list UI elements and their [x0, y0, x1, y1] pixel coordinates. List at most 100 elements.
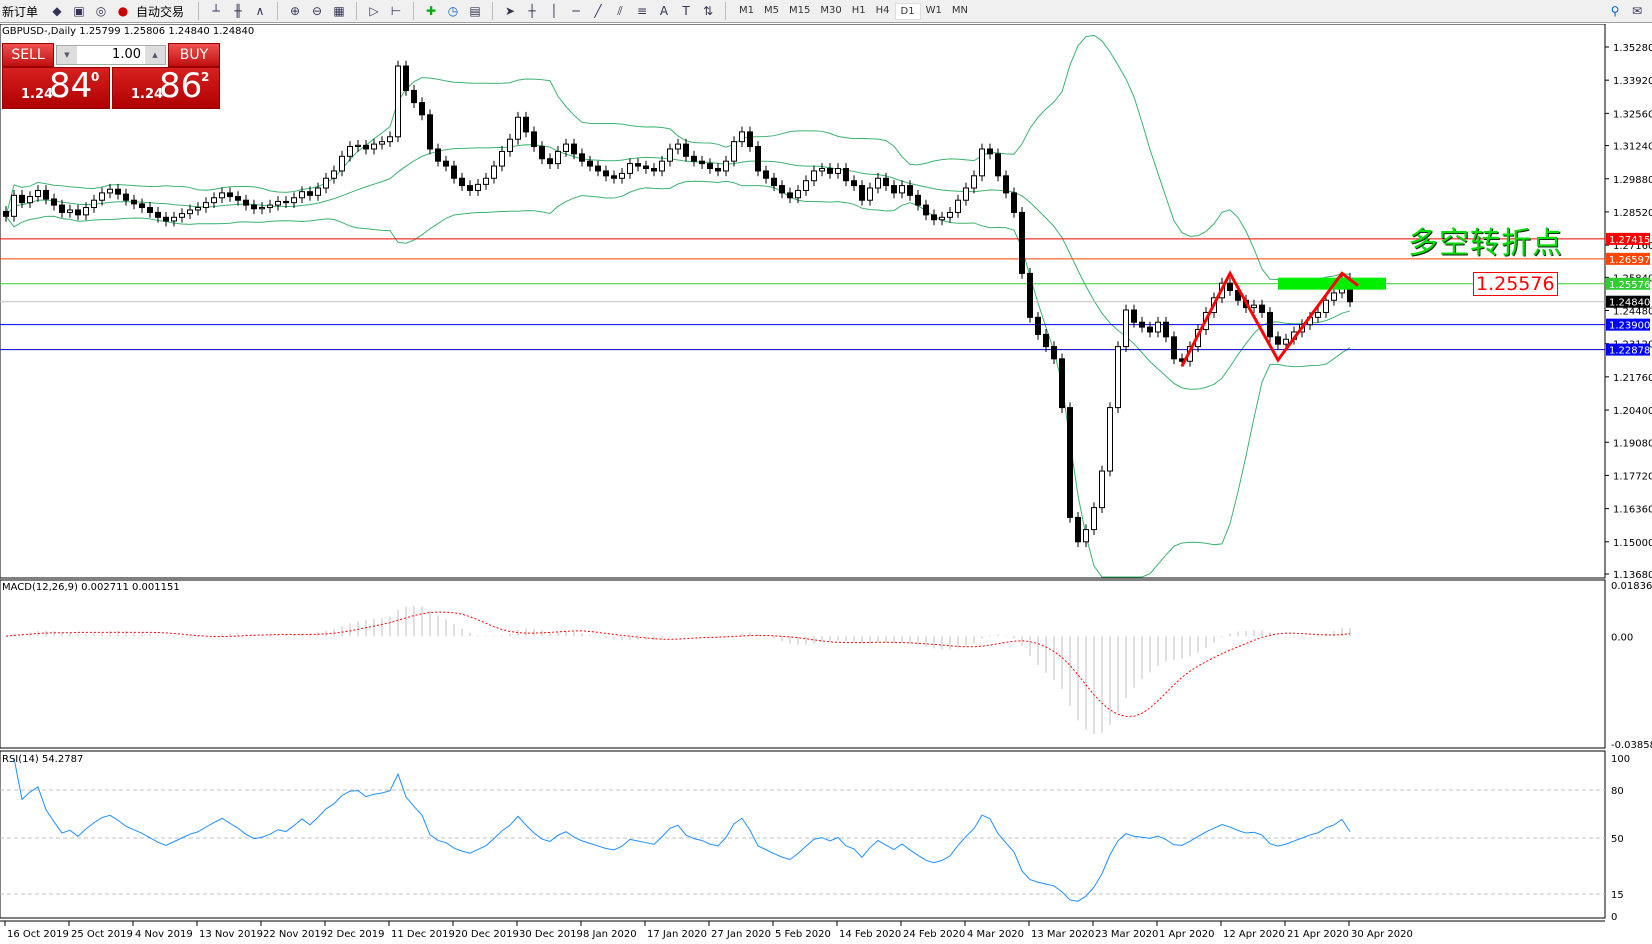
bullish-candle	[1155, 321, 1161, 333]
bearish-candle	[1011, 192, 1017, 213]
timeframe-m5[interactable]: M5	[764, 4, 780, 16]
auto-trading-button[interactable]: 自动交易	[136, 4, 185, 19]
bullish-candle	[1107, 407, 1113, 472]
terminal-icon[interactable]: ▣	[73, 4, 85, 18]
line-chart-icon[interactable]: ∧	[255, 4, 265, 18]
lot-size-stepper[interactable]: ▼ 1.00 ▲	[56, 45, 166, 65]
ask-price-pips: 86	[159, 66, 203, 106]
timeframe-h4[interactable]: H4	[875, 4, 890, 16]
ask-price[interactable]: 1.24 86 2	[112, 66, 220, 109]
periods-clock-icon[interactable]: ◷	[447, 4, 459, 18]
timeframe-m30[interactable]: M30	[820, 4, 842, 16]
date-tick-label: 5 Feb 2020	[775, 929, 831, 940]
sell-button[interactable]: SELL	[2, 43, 54, 67]
chart-canvas[interactable]: 1.35280 1.33920 1.32560 1.31240 1.29880 1.285…	[0, 24, 1652, 944]
bearish-candle	[419, 102, 425, 116]
bearish-candle	[451, 165, 457, 179]
folder-icon[interactable]: ◆	[52, 4, 62, 18]
bearish-candle	[579, 153, 585, 162]
vertical-line-icon[interactable]: │	[550, 4, 558, 18]
signal-icon[interactable]: ◎	[95, 4, 107, 18]
text-label-icon[interactable]: T	[682, 4, 690, 18]
date-tick-label: 13 Nov 2019	[199, 929, 263, 940]
price-line-label-bg	[1606, 318, 1650, 331]
date-tick-label: 2 Dec 2019	[327, 929, 385, 940]
bullish-candle	[347, 146, 353, 157]
price-tick-label: 1.32560	[1613, 109, 1652, 120]
zoom-out-icon[interactable]: ⊖	[312, 4, 323, 18]
rsi-label: RSI(14) 54.2787	[2, 754, 84, 765]
bullish-candle	[91, 199, 97, 209]
timeframe-mn[interactable]: MN	[951, 4, 968, 16]
bearish-candle	[1027, 272, 1033, 318]
price-line-label-bg	[1606, 277, 1650, 290]
bearish-candle	[587, 160, 593, 167]
search-icon[interactable]: ⚲	[1610, 4, 1620, 18]
timeframe-w1[interactable]: W1	[925, 4, 942, 16]
bullish-candle	[355, 144, 361, 148]
chat-icon[interactable]: ✉	[1631, 4, 1643, 18]
bid-price[interactable]: 1.24 84 0	[2, 66, 110, 109]
crosshair-icon[interactable]: ┼	[528, 4, 536, 18]
date-tick-label: 27 Jan 2020	[711, 929, 771, 940]
timeframe-m15[interactable]: M15	[789, 4, 811, 16]
chart-shift-icon[interactable]: ⊢	[390, 4, 402, 18]
increase-lot-button[interactable]: ▲	[145, 46, 165, 64]
fibonacci-icon[interactable]: ≡	[637, 4, 648, 18]
bullish-candle	[675, 143, 681, 150]
price-tick-label: 1.27160	[1613, 241, 1652, 252]
trendline-icon[interactable]: ╱	[594, 4, 602, 18]
bullish-candle	[979, 148, 985, 177]
auto-scroll-icon[interactable]: ▷	[369, 4, 379, 18]
tile-windows-icon[interactable]: ▦	[333, 4, 345, 18]
date-tick-label: 25 Oct 2019	[71, 929, 133, 940]
bullish-candle	[507, 138, 513, 152]
bullish-candle	[387, 136, 393, 143]
lot-size-input[interactable]: 1.00	[112, 47, 141, 62]
bar-chart-icon[interactable]: ┴	[212, 4, 220, 18]
new-order-button[interactable]: 新订单	[2, 4, 39, 19]
bearish-candle	[603, 170, 609, 177]
price-line-label: 1.26597	[1609, 255, 1650, 266]
bullish-candle	[11, 194, 17, 217]
channel-icon[interactable]: ⫽	[617, 3, 623, 18]
bearish-candle	[643, 165, 649, 170]
ask-price-fraction: 2	[201, 70, 210, 84]
price-tick-label: 1.29880	[1613, 175, 1652, 186]
text-icon[interactable]: A	[659, 4, 669, 18]
bullish-candle	[67, 209, 73, 213]
timeframe-m1[interactable]: M1	[739, 4, 755, 16]
bullish-candle	[83, 207, 89, 216]
timeframe-h1[interactable]: H1	[851, 4, 866, 16]
price-line-label: 1.22878	[1609, 346, 1650, 357]
bearish-candle	[763, 170, 769, 179]
bearish-candle	[43, 189, 49, 200]
candlestick-icon[interactable]: ╫	[234, 4, 242, 18]
zoom-in-icon[interactable]: ⊕	[290, 4, 301, 18]
bullish-candle	[395, 65, 401, 138]
separator	[356, 2, 358, 20]
date-tick-label: 24 Feb 2020	[903, 929, 965, 940]
bearish-candle	[123, 193, 129, 201]
bullish-candle	[107, 188, 113, 194]
price-line-label: 1.24840	[1609, 298, 1650, 309]
bearish-candle	[1147, 326, 1153, 333]
timeframe-d1[interactable]: D1	[894, 2, 921, 20]
bearish-candle	[683, 143, 689, 157]
templates-icon[interactable]: ▤	[469, 4, 481, 18]
auto-trading-icon[interactable]: ●	[117, 4, 129, 18]
price-line-label: 1.27415	[1609, 235, 1650, 246]
indicators-icon[interactable]: ✚	[426, 4, 437, 18]
bullish-candle	[323, 177, 329, 189]
decrease-lot-button[interactable]: ▼	[57, 46, 77, 64]
date-tick-label: 8 Jan 2020	[583, 929, 637, 940]
bullish-candle	[475, 183, 481, 191]
bearish-candle	[1259, 304, 1265, 313]
buy-button[interactable]: BUY	[168, 43, 220, 67]
cursor-icon[interactable]: ➤	[505, 4, 516, 18]
price-tick-label: 1.31240	[1613, 142, 1652, 153]
bullish-candle	[1115, 346, 1121, 409]
bearish-candle	[1067, 407, 1073, 518]
horizontal-line-icon[interactable]: ─	[572, 4, 580, 18]
arrows-icon[interactable]: ⇅	[703, 4, 714, 18]
